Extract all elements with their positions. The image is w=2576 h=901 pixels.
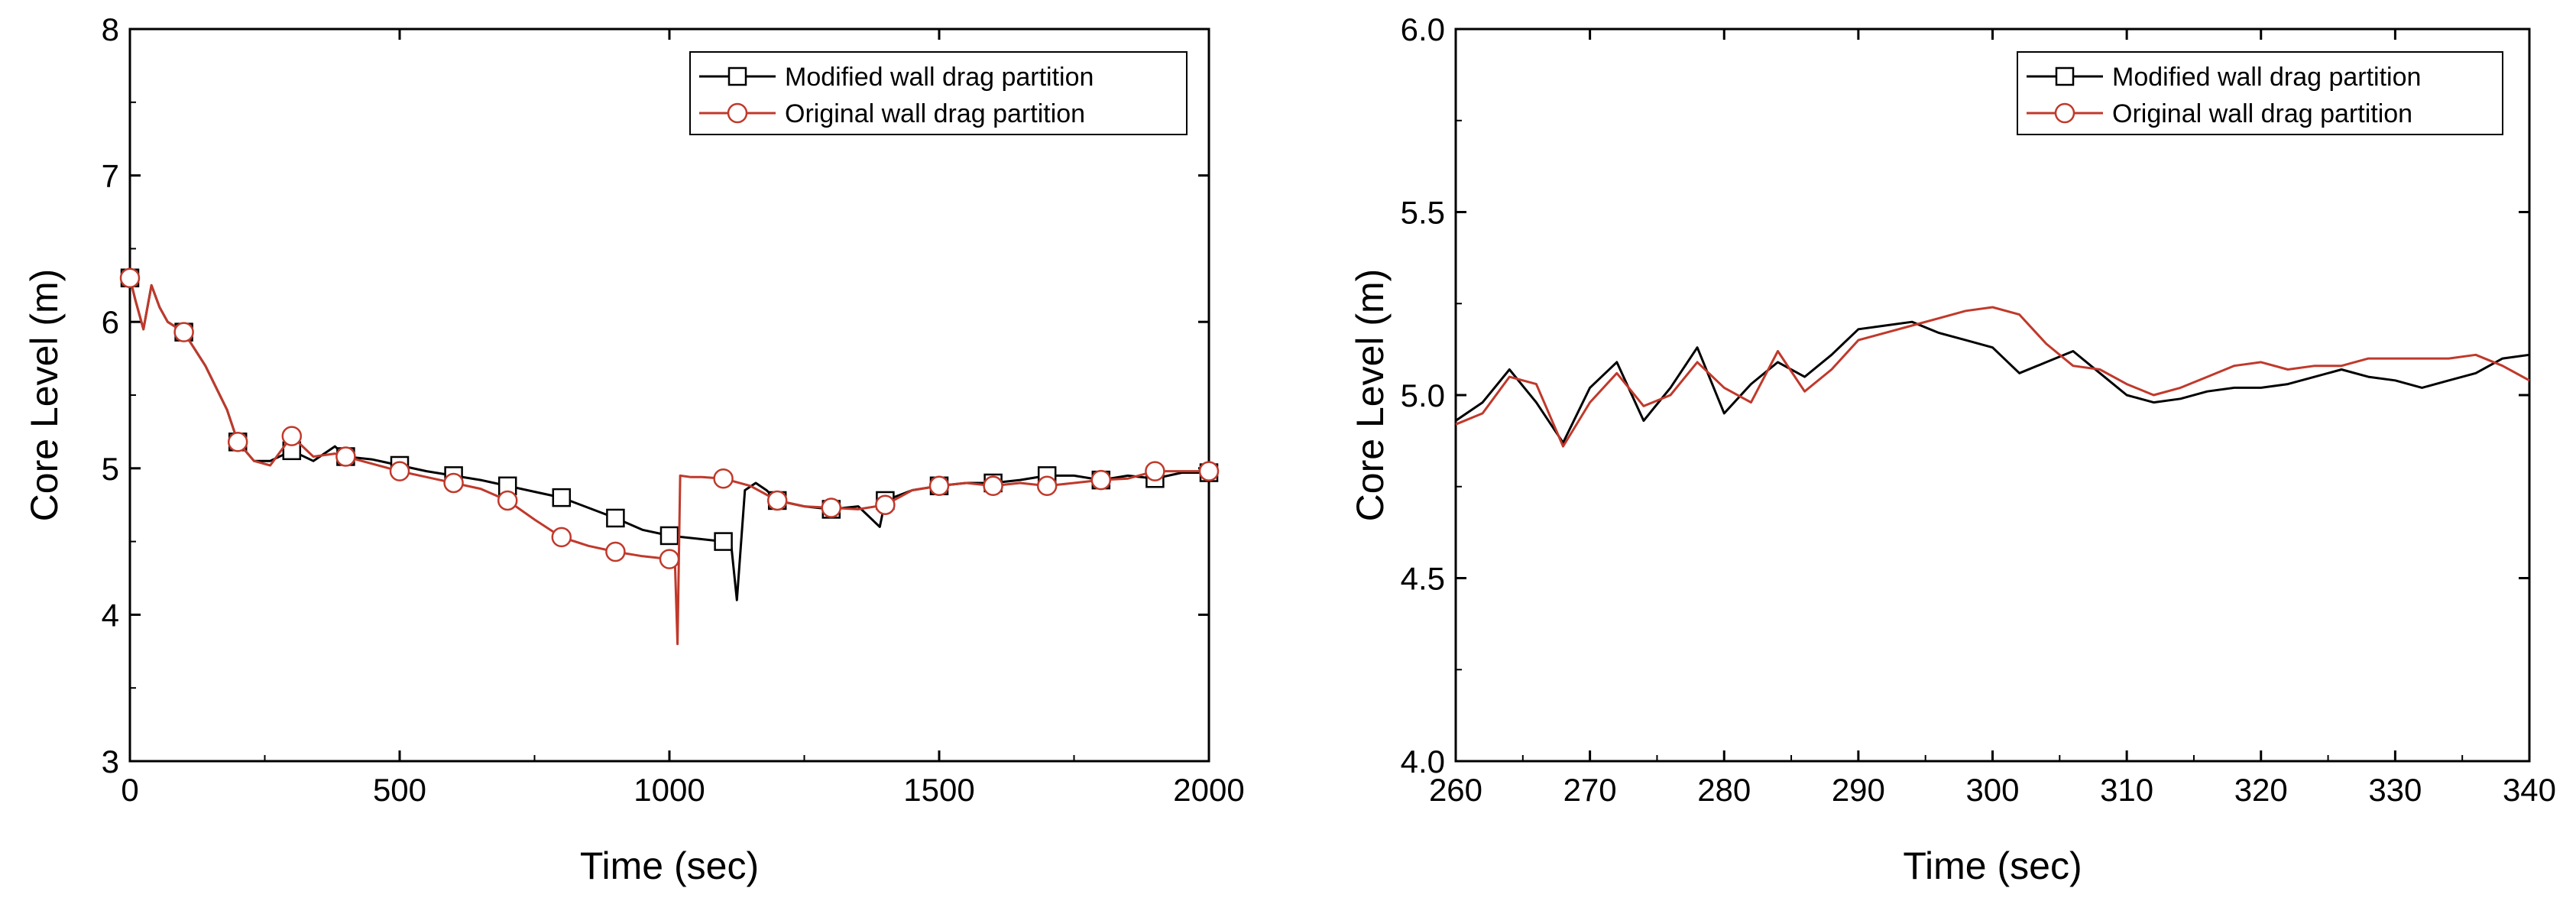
y-tick-label: 6.0: [1401, 11, 1445, 47]
x-tick-label: 1500: [903, 772, 974, 808]
x-tick-label: 1000: [633, 772, 705, 808]
data-point-marker: [119, 267, 141, 288]
x-tick-label: 320: [2234, 772, 2288, 808]
series-original: [119, 267, 1220, 646]
x-tick-label: 280: [1697, 772, 1751, 808]
y-axis-title: Core Level (m): [23, 269, 66, 522]
data-point-marker: [875, 494, 896, 515]
x-tick-label: 0: [121, 772, 138, 808]
legend-circle-marker-icon: [2054, 102, 2075, 124]
series-line: [1455, 320, 2530, 444]
y-tick-label: 7: [102, 158, 119, 194]
x-tick-label: 310: [2100, 772, 2153, 808]
y-tick-label: 4.5: [1401, 561, 1445, 597]
legend-label: Modified wall drag partition: [785, 63, 1094, 92]
y-tick-label: 4: [102, 597, 119, 633]
legend-label: Original wall drag partition: [785, 99, 1085, 128]
x-tick-label: 330: [2368, 772, 2422, 808]
x-tick-label: 290: [1832, 772, 1885, 808]
legend-box: [2017, 51, 2503, 135]
data-point-marker: [1198, 461, 1220, 481]
data-point-marker: [173, 322, 194, 342]
legend-square-marker-icon: [2055, 66, 2075, 86]
x-tick-label: 500: [373, 772, 426, 808]
data-point-marker: [606, 508, 625, 528]
data-point-marker: [281, 426, 303, 446]
data-point-marker: [714, 532, 733, 551]
y-tick-label: 3: [102, 744, 119, 779]
series-line: [128, 277, 1209, 646]
x-tick-label: 340: [2503, 772, 2556, 808]
y-tick-label: 5.0: [1401, 378, 1445, 413]
y-tick-label: 4.0: [1401, 744, 1445, 779]
legend-circle-marker-icon: [727, 102, 748, 124]
x-axis-title: Time (sec): [1903, 844, 2082, 887]
legend: Modified wall drag partition Original wal…: [689, 51, 1188, 135]
data-point-marker: [1090, 469, 1112, 491]
y-tick-label: 8: [102, 11, 119, 47]
chart-left-core-level-full: 0 500 1000 1500 2000 3 4 5 6 7 8 Time (sec) Core Lev…: [23, 11, 1245, 887]
legend-box: [689, 51, 1188, 135]
series-line: [1455, 306, 2530, 448]
data-point-marker: [605, 541, 626, 562]
data-point-marker: [659, 526, 679, 546]
y-tick-label: 6: [102, 304, 119, 340]
plot-frame: [128, 28, 1210, 763]
data-point-marker: [713, 468, 734, 489]
x-tick-label: 300: [1965, 772, 2019, 808]
data-point-marker: [1036, 475, 1058, 497]
data-point-marker: [659, 549, 680, 569]
x-tick-label: 270: [1563, 772, 1617, 808]
data-point-marker: [335, 446, 356, 467]
data-point-marker: [928, 475, 950, 497]
series-modified: [1455, 320, 2530, 444]
y-tick-label: 5: [102, 451, 119, 487]
data-point-marker: [389, 461, 410, 481]
data-point-marker: [552, 488, 572, 507]
data-point-marker: [497, 490, 518, 511]
data-point-marker: [443, 472, 464, 494]
legend: Modified wall drag partition Original wal…: [2017, 51, 2503, 135]
data-point-marker: [551, 527, 572, 548]
legend-label: Original wall drag partition: [2112, 99, 2412, 128]
chart-right-core-level-zoom: 260 270 280 290 300 310 320 330 340 4.0 4.5 5.0 5.5 6…: [1349, 11, 2556, 887]
data-point-marker: [821, 497, 842, 518]
data-point-marker: [983, 475, 1003, 497]
data-point-marker: [1145, 461, 1165, 481]
legend-label: Modified wall drag partition: [2112, 63, 2421, 92]
legend-square-marker-icon: [727, 66, 747, 86]
x-tick-label: 2000: [1173, 772, 1244, 808]
series-original: [1455, 306, 2530, 448]
data-point-marker: [766, 490, 788, 511]
x-axis-title: Time (sec): [580, 844, 759, 887]
data-point-marker: [227, 432, 248, 452]
plot-frame: [1454, 28, 2531, 763]
x-tick-label: 260: [1429, 772, 1482, 808]
y-axis-title: Core Level (m): [1349, 269, 1392, 522]
y-tick-label: 5.5: [1401, 195, 1445, 231]
